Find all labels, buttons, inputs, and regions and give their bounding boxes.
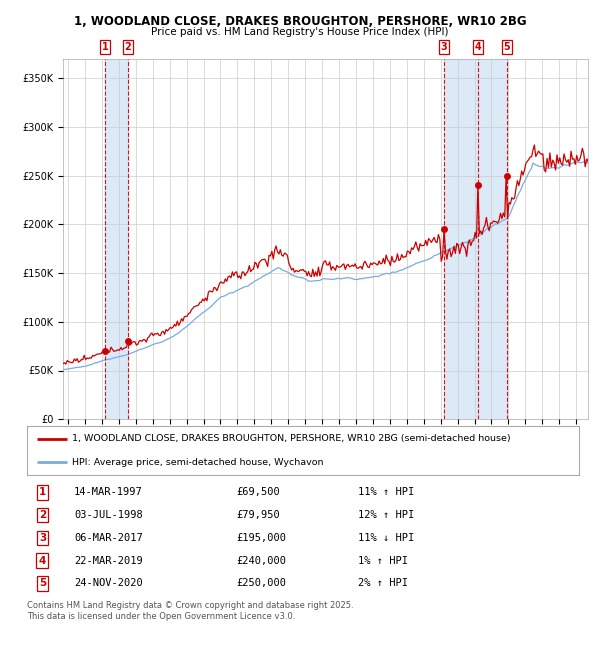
- Text: £250,000: £250,000: [237, 578, 287, 588]
- Text: 1% ↑ HPI: 1% ↑ HPI: [358, 556, 408, 566]
- Bar: [106, 58, 128, 419]
- Text: £240,000: £240,000: [237, 556, 287, 566]
- Text: 24-NOV-2020: 24-NOV-2020: [74, 578, 143, 588]
- Text: 3: 3: [39, 533, 46, 543]
- Text: 1: 1: [102, 42, 109, 52]
- Text: 4: 4: [475, 42, 482, 52]
- Text: 06-MAR-2017: 06-MAR-2017: [74, 533, 143, 543]
- Text: 12% ↑ HPI: 12% ↑ HPI: [358, 510, 415, 520]
- Text: 11% ↑ HPI: 11% ↑ HPI: [358, 488, 415, 497]
- Text: 1, WOODLAND CLOSE, DRAKES BROUGHTON, PERSHORE, WR10 2BG (semi-detached house): 1, WOODLAND CLOSE, DRAKES BROUGHTON, PER…: [72, 434, 511, 443]
- Bar: [444, 58, 507, 419]
- Text: 22-MAR-2019: 22-MAR-2019: [74, 556, 143, 566]
- Text: Price paid vs. HM Land Registry's House Price Index (HPI): Price paid vs. HM Land Registry's House …: [151, 27, 449, 37]
- Text: 2% ↑ HPI: 2% ↑ HPI: [358, 578, 408, 588]
- Text: 14-MAR-1997: 14-MAR-1997: [74, 488, 143, 497]
- Text: 4: 4: [39, 556, 46, 566]
- Text: 3: 3: [440, 42, 447, 52]
- Text: 2: 2: [39, 510, 46, 520]
- Text: 5: 5: [503, 42, 510, 52]
- Text: 1: 1: [39, 488, 46, 497]
- Text: Contains HM Land Registry data © Crown copyright and database right 2025.
This d: Contains HM Land Registry data © Crown c…: [27, 601, 353, 621]
- Text: 5: 5: [39, 578, 46, 588]
- Text: 03-JUL-1998: 03-JUL-1998: [74, 510, 143, 520]
- Text: £79,950: £79,950: [237, 510, 281, 520]
- Text: HPI: Average price, semi-detached house, Wychavon: HPI: Average price, semi-detached house,…: [72, 458, 324, 467]
- Text: 11% ↓ HPI: 11% ↓ HPI: [358, 533, 415, 543]
- Text: 1, WOODLAND CLOSE, DRAKES BROUGHTON, PERSHORE, WR10 2BG: 1, WOODLAND CLOSE, DRAKES BROUGHTON, PER…: [74, 15, 526, 28]
- Text: £69,500: £69,500: [237, 488, 281, 497]
- Text: 2: 2: [125, 42, 131, 52]
- Text: £195,000: £195,000: [237, 533, 287, 543]
